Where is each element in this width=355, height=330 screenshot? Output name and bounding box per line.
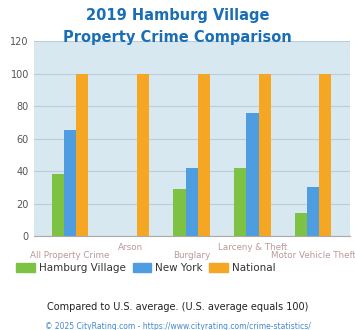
- Legend: Hamburg Village, New York, National: Hamburg Village, New York, National: [12, 259, 280, 277]
- Text: © 2025 CityRating.com - https://www.cityrating.com/crime-statistics/: © 2025 CityRating.com - https://www.city…: [45, 322, 310, 330]
- Bar: [234, 168, 246, 236]
- Bar: [52, 174, 64, 236]
- Bar: [137, 74, 149, 236]
- Bar: [64, 130, 76, 236]
- Text: All Property Crime: All Property Crime: [31, 251, 110, 260]
- Text: Property Crime Comparison: Property Crime Comparison: [63, 30, 292, 45]
- Bar: [295, 213, 307, 236]
- Text: 2019 Hamburg Village: 2019 Hamburg Village: [86, 8, 269, 23]
- Bar: [76, 74, 88, 236]
- Bar: [319, 74, 332, 236]
- Text: Motor Vehicle Theft: Motor Vehicle Theft: [271, 251, 355, 260]
- Bar: [258, 74, 271, 236]
- Bar: [246, 113, 258, 236]
- Text: Burglary: Burglary: [173, 251, 210, 260]
- Text: Larceny & Theft: Larceny & Theft: [218, 243, 287, 251]
- Text: Compared to U.S. average. (U.S. average equals 100): Compared to U.S. average. (U.S. average …: [47, 302, 308, 312]
- Bar: [307, 187, 319, 236]
- Bar: [198, 74, 210, 236]
- Bar: [186, 168, 198, 236]
- Bar: [174, 189, 186, 236]
- Text: Arson: Arson: [118, 243, 143, 251]
